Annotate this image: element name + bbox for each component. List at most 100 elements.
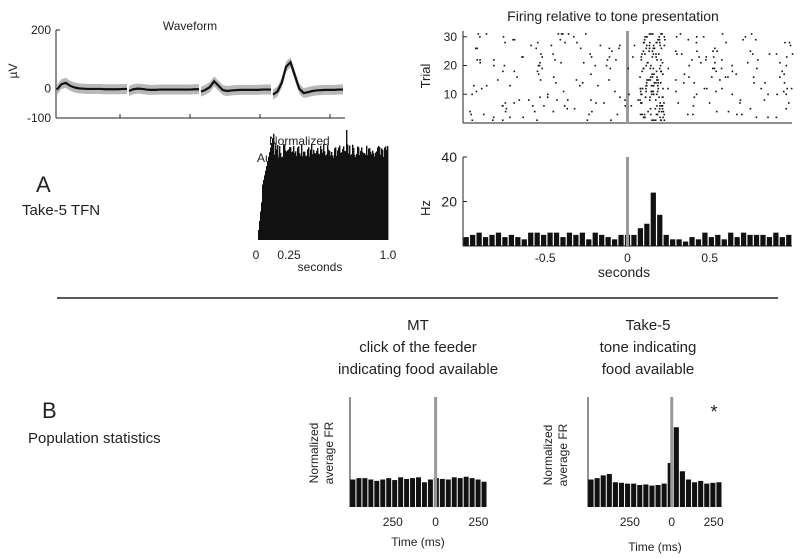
autocorrelation-bar: [356, 153, 358, 240]
raster-spike: [639, 87, 642, 90]
peth-ytick-label: 20: [441, 194, 457, 210]
autocorrelation-bar: [286, 151, 288, 240]
raster-spike: [652, 47, 655, 50]
t5-xtick-label: 0: [668, 515, 675, 529]
peth-bar: [573, 234, 579, 246]
peth-bar: [579, 232, 585, 246]
raster-spike: [504, 41, 506, 44]
autocorrelation-bar: [275, 145, 277, 240]
raster-spike: [522, 116, 524, 119]
autocorrelation-bar: [280, 152, 282, 240]
raster-spike: [764, 82, 766, 84]
raster-spike: [677, 102, 680, 104]
autocorrelation-bar: [376, 151, 378, 240]
raster-spike: [554, 59, 556, 61]
raster-spike: [589, 53, 591, 55]
autocorrelation-bar: [334, 148, 336, 240]
raster-spike: [546, 93, 549, 96]
raster-spike: [650, 93, 653, 96]
autocorrelation-bar: [259, 220, 261, 240]
t5-bar: [679, 471, 685, 507]
t5-xtick-label: 250: [704, 515, 724, 529]
raster-spike: [651, 33, 654, 35]
peth-bar: [786, 234, 792, 246]
raster-spike: [647, 110, 649, 113]
autocorrelation-bar: [293, 146, 295, 240]
autocorrelation-bar: [361, 147, 363, 240]
raster-spike: [654, 119, 657, 122]
autocorrelation-bar: [289, 147, 291, 240]
autocorrelation-bar: [374, 156, 376, 240]
raster-spike: [651, 90, 654, 93]
autocorrelation-bar: [337, 150, 339, 240]
raster-spike: [703, 87, 706, 90]
t5-bar: [710, 482, 716, 507]
mt-bar: [362, 478, 368, 507]
autocorrelation-bar: [383, 156, 385, 240]
autocorrelation-bar: [351, 154, 353, 240]
raster-spike: [674, 79, 677, 81]
raster-spike: [644, 36, 646, 38]
raster-spike: [727, 76, 729, 78]
raster-spike: [790, 87, 793, 90]
raster-spike: [662, 116, 664, 119]
raster-spike: [541, 56, 544, 58]
autocorrelation-bar: [321, 149, 323, 240]
autocorrelation-bar: [307, 149, 309, 240]
autocorrelation-bar: [359, 155, 361, 240]
raster-spike: [679, 33, 682, 35]
raster-spike: [471, 93, 473, 96]
mt-bar: [386, 478, 392, 507]
raster-spike: [509, 116, 511, 119]
autocorrelation-bar: [336, 155, 338, 240]
autocorrelation-bar: [311, 145, 313, 240]
autocorrelation-bar: [317, 148, 319, 240]
raster-spike: [543, 105, 545, 107]
raster-spike: [566, 99, 569, 101]
raster-spike: [575, 79, 578, 81]
autocorrelation-bar: [360, 150, 362, 240]
raster-spike: [658, 107, 661, 110]
autocorrelation-bar: [267, 161, 269, 240]
raster-spike: [660, 70, 662, 73]
peth-tone-marker: [626, 157, 629, 246]
raster-spike: [651, 119, 653, 122]
raster-spike: [654, 107, 657, 110]
raster-spike: [640, 102, 643, 104]
raster-spike: [646, 36, 648, 38]
raster-spike: [667, 67, 670, 70]
raster-spike: [663, 36, 666, 38]
raster-spike: [504, 102, 507, 104]
autocorrelation-bar: [325, 155, 327, 240]
mt-bar: [398, 477, 404, 507]
raster-spike: [647, 61, 649, 64]
peth-bar: [495, 232, 502, 246]
autocorrelation-bar: [268, 156, 270, 240]
raster-spike: [785, 56, 788, 58]
raster-spike: [655, 56, 657, 58]
autocorrelation-bar: [296, 156, 298, 240]
autocorrelation-bar: [386, 150, 388, 240]
mt-bar: [457, 478, 463, 507]
mt-bar: [451, 477, 457, 507]
autocorrelation-bar: [380, 154, 382, 240]
raster-spike: [643, 116, 646, 119]
waveform-channel-line: [56, 81, 127, 91]
raster-spike: [521, 56, 523, 58]
raster-spike: [516, 76, 518, 78]
autocorrelation-bar: [344, 150, 346, 240]
mt-bar: [380, 479, 386, 507]
raster-spike: [695, 41, 698, 44]
raster-spike: [653, 73, 655, 76]
raster-spike: [682, 82, 685, 84]
autocorrelation-bar: [327, 145, 329, 240]
raster-spike: [642, 67, 645, 70]
raster-title: Firing relative to tone presentation: [507, 8, 719, 24]
autocorrelation-bar: [341, 152, 343, 240]
raster-spike: [640, 56, 643, 58]
autocorrelation-bar: [371, 154, 373, 240]
raster-spike: [650, 90, 653, 93]
autocorrelation-bar: [373, 153, 375, 240]
raster-spike: [687, 38, 690, 41]
